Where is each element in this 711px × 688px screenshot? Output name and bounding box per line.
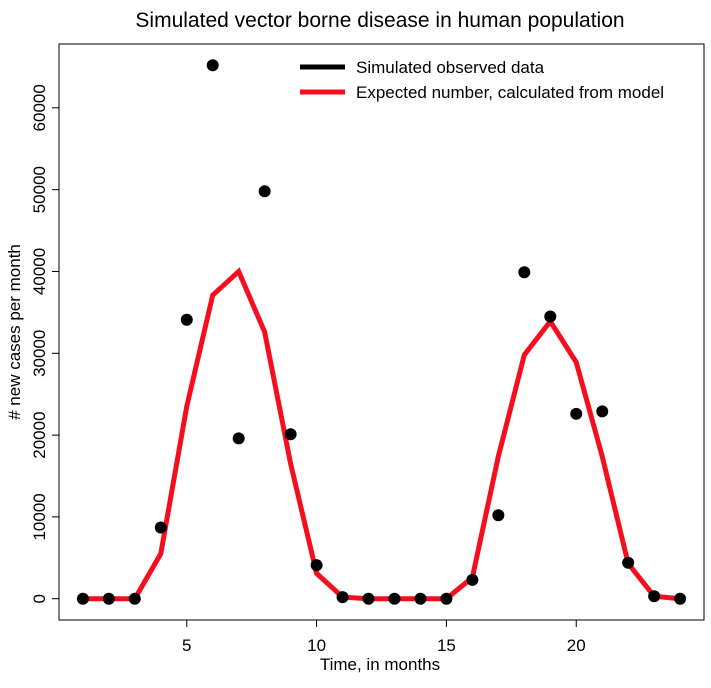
observed-point	[76, 592, 89, 605]
y-tick-label: 30000	[30, 330, 49, 377]
y-tick-label: 50000	[30, 166, 49, 213]
observed-point	[414, 592, 427, 605]
x-tick-label: 20	[567, 636, 586, 655]
observed-point	[466, 573, 479, 586]
expected-line	[82, 267, 681, 602]
y-tick-label: 40000	[30, 248, 49, 295]
observed-point	[284, 428, 297, 441]
observed-point	[622, 556, 635, 569]
y-tick-label: 10000	[30, 493, 49, 540]
observed-point	[674, 592, 687, 605]
observed-point	[154, 521, 167, 534]
y-tick-label: 20000	[30, 411, 49, 458]
x-axis: 5 10 15 20	[182, 620, 586, 655]
observed-point	[388, 592, 401, 605]
legend-label-observed: Simulated observed data	[356, 58, 545, 77]
observed-point	[258, 185, 271, 198]
observed-point	[206, 59, 219, 72]
y-axis: 0 10000 20000 30000 40000 50000 60000	[30, 84, 59, 603]
observed-point	[336, 591, 349, 604]
x-tick-label: 10	[307, 636, 326, 655]
observed-point	[362, 592, 375, 605]
observed-point	[102, 592, 115, 605]
observed-point	[232, 432, 245, 445]
x-tick-label: 5	[182, 636, 191, 655]
observed-point	[648, 590, 661, 603]
observed-point	[492, 509, 505, 522]
observed-point	[544, 310, 557, 323]
legend: Simulated observed data Expected number,…	[300, 58, 664, 102]
y-tick-label: 0	[30, 594, 49, 603]
observed-point	[128, 592, 141, 605]
observed-point	[570, 407, 583, 420]
observed-point	[310, 559, 323, 572]
observed-point	[440, 592, 453, 605]
y-axis-label: # new cases per month	[5, 244, 24, 420]
plot-frame	[58, 43, 705, 621]
observed-point	[596, 405, 609, 418]
x-axis-label: Time, in months	[320, 655, 440, 674]
observed-point	[518, 266, 531, 279]
observed-point	[180, 313, 193, 326]
legend-label-expected: Expected number, calculated from model	[356, 83, 664, 102]
series-layer	[76, 59, 687, 605]
x-tick-label: 15	[437, 636, 456, 655]
y-tick-label: 60000	[30, 84, 49, 131]
chart-title: Simulated vector borne disease in human …	[135, 9, 624, 32]
